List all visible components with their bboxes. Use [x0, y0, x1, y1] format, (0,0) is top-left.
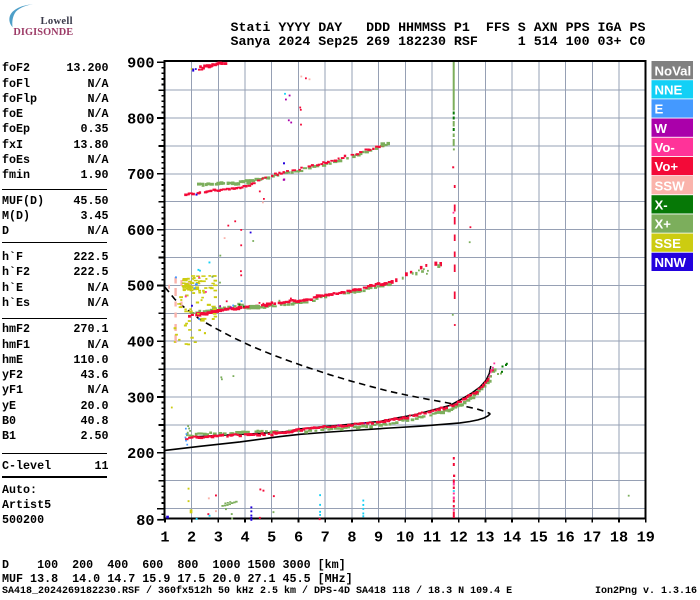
svg-text:700: 700	[127, 166, 154, 184]
svg-text:10: 10	[396, 529, 414, 547]
svg-text:NoVal: NoVal	[655, 63, 692, 78]
svg-text:Vo-: Vo-	[655, 140, 675, 155]
svg-text:8: 8	[347, 529, 356, 547]
svg-text:6: 6	[294, 529, 303, 547]
svg-text:16: 16	[556, 529, 574, 547]
svg-text:X-: X-	[655, 198, 668, 213]
svg-text:600: 600	[127, 222, 154, 240]
svg-text:13: 13	[476, 529, 494, 547]
svg-text:X+: X+	[655, 217, 672, 232]
svg-text:300: 300	[127, 389, 154, 407]
svg-text:400: 400	[127, 334, 154, 352]
svg-text:3: 3	[214, 529, 223, 547]
svg-text:E: E	[655, 102, 664, 117]
svg-text:W: W	[655, 121, 668, 136]
svg-text:18: 18	[610, 529, 628, 547]
svg-text:SSE: SSE	[655, 236, 682, 251]
svg-text:SSW: SSW	[655, 178, 686, 193]
svg-text:800: 800	[127, 110, 154, 128]
svg-text:200: 200	[127, 445, 154, 463]
svg-text:14: 14	[503, 529, 521, 547]
svg-text:12: 12	[450, 529, 468, 547]
svg-text:2: 2	[187, 529, 196, 547]
svg-text:15: 15	[530, 529, 548, 547]
svg-text:9: 9	[374, 529, 383, 547]
svg-text:19: 19	[637, 529, 655, 547]
svg-text:Vo+: Vo+	[655, 159, 679, 174]
svg-text:7: 7	[321, 529, 330, 547]
svg-text:1: 1	[160, 529, 169, 547]
svg-text:5: 5	[267, 529, 276, 547]
svg-text:900: 900	[127, 55, 154, 73]
svg-text:17: 17	[583, 529, 601, 547]
svg-text:11: 11	[423, 529, 441, 547]
svg-text:80: 80	[136, 512, 154, 530]
svg-text:NNW: NNW	[655, 255, 687, 270]
svg-text:4: 4	[240, 529, 249, 547]
svg-text:500: 500	[127, 278, 154, 296]
svg-text:NNE: NNE	[655, 83, 683, 98]
